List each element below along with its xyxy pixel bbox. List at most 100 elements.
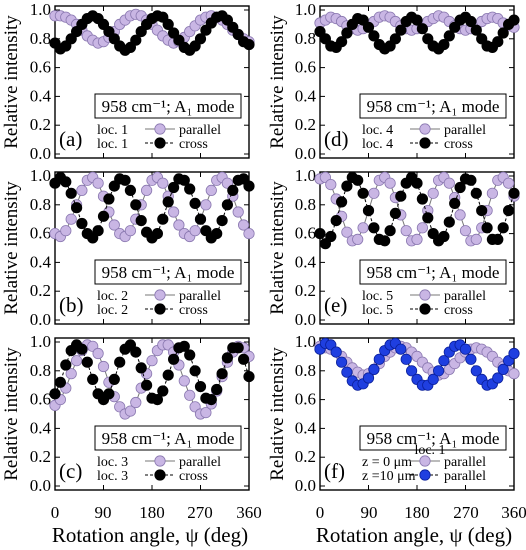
data-point-parallel xyxy=(341,366,353,378)
legend-series-name: parallel xyxy=(444,469,486,484)
data-point-cross xyxy=(362,21,375,33)
panel-letter: (e) xyxy=(324,293,347,317)
data-point-cross xyxy=(71,202,83,214)
data-point-cross xyxy=(243,180,255,192)
y-tick-label: 0.6 xyxy=(295,390,316,409)
x-tick-360: 360 xyxy=(236,503,262,522)
data-point-cross xyxy=(194,33,207,45)
data-point-parallel xyxy=(357,222,369,234)
data-point-cross xyxy=(422,212,434,224)
data-point-cross xyxy=(443,30,455,42)
data-point-cross xyxy=(438,230,450,243)
y-tick-label: 0.4 xyxy=(295,86,317,105)
data-point-cross xyxy=(103,193,115,205)
data-point-parallel xyxy=(335,356,348,368)
legend-series-name: parallel xyxy=(179,289,221,304)
data-point-parallel xyxy=(205,184,217,196)
data-point-cross xyxy=(497,222,509,234)
data-point-parallel xyxy=(243,228,255,240)
y-tick-label: 1.0 xyxy=(30,166,51,185)
data-point-parallel xyxy=(502,177,515,189)
data-point-parallel xyxy=(189,225,201,237)
data-point-cross xyxy=(411,14,423,26)
legend-loc: loc. 5 xyxy=(362,289,393,304)
data-point-parallel xyxy=(384,177,396,189)
data-point-cross xyxy=(416,23,428,35)
data-point-parallel xyxy=(373,353,385,365)
data-point-parallel xyxy=(459,343,472,355)
data-point-parallel xyxy=(341,226,353,238)
data-point-parallel xyxy=(157,177,169,189)
data-point-parallel xyxy=(443,177,455,189)
data-point-parallel xyxy=(508,347,520,360)
data-point-parallel xyxy=(178,375,190,387)
data-point-cross xyxy=(60,176,72,188)
data-point-parallel xyxy=(405,365,418,377)
mode-label-box xyxy=(94,425,242,451)
data-point-cross xyxy=(184,183,196,195)
x-tick-270: 270 xyxy=(187,503,213,522)
x-axis-label-right: Rotation angle, ψ (deg) xyxy=(316,523,512,547)
panel-a: 0.0 0.2 0.4 0.6 0.8 1.0 Relative intensity 958 … xyxy=(1,0,255,163)
data-point-cross xyxy=(87,373,99,385)
data-point-cross xyxy=(205,393,217,406)
data-point-cross xyxy=(103,388,115,400)
mode-label: 958 cm⁻¹; A₁ mode xyxy=(102,97,235,116)
data-point-cross xyxy=(194,213,207,225)
y-tick-label: 0.6 xyxy=(30,224,51,243)
data-point-cross xyxy=(92,225,104,237)
data-point-cross xyxy=(352,174,364,186)
y-tick-label: 1.0 xyxy=(295,0,316,19)
legend-marker xyxy=(154,469,166,481)
data-point-cross xyxy=(379,235,391,247)
data-point-cross xyxy=(178,340,190,352)
data-point-cross xyxy=(216,368,228,380)
data-point-parallel xyxy=(124,225,136,237)
y-tick-label: 0.2 xyxy=(295,115,316,134)
mode-label-box xyxy=(359,259,507,285)
y-tick-label: 1.0 xyxy=(30,332,51,351)
data-point-parallel xyxy=(427,187,439,199)
legend-series-name: cross xyxy=(444,137,473,152)
y-tick-label: 0.2 xyxy=(295,281,316,300)
right-x-tick-labels: 0 90 180 270 360 xyxy=(316,503,526,522)
data-point-cross xyxy=(481,222,493,234)
data-point-cross xyxy=(162,18,174,31)
data-point-cross xyxy=(314,228,326,240)
legend-series-name: parallel xyxy=(444,455,486,470)
data-point-cross xyxy=(411,177,423,189)
data-point-cross xyxy=(330,215,342,227)
x-tick-270: 270 xyxy=(453,503,479,522)
data-point-parallel xyxy=(459,225,472,237)
data-point-parallel xyxy=(432,365,445,377)
data-point-parallel xyxy=(325,179,337,191)
panel-f: 0.0 0.2 0.4 0.6 0.8 1.0 Relative intensity 958 … xyxy=(267,332,520,495)
data-point-cross xyxy=(60,359,72,371)
data-point-cross xyxy=(157,213,169,225)
data-point-cross xyxy=(211,228,223,240)
data-point-cross xyxy=(168,181,180,194)
y-axis-label: Relative intensity xyxy=(267,15,288,149)
data-point-parallel xyxy=(352,233,364,245)
data-point-parallel xyxy=(454,209,466,221)
y-tick-label: 0.0 xyxy=(295,476,316,495)
data-point-parallel xyxy=(184,389,196,401)
legend-marker xyxy=(419,137,431,149)
panel-letter: (c) xyxy=(59,459,82,483)
data-point-cross xyxy=(470,187,482,199)
y-tick-label: 0.0 xyxy=(30,476,51,495)
legend-marker xyxy=(419,469,431,481)
data-point-cross xyxy=(168,353,180,365)
y-tick-label: 0.2 xyxy=(30,115,51,134)
x-tick-180: 180 xyxy=(139,503,165,522)
legend-marker xyxy=(154,123,166,135)
data-point-parallel xyxy=(92,347,104,360)
data-point-cross xyxy=(135,215,147,227)
data-point-cross xyxy=(341,180,353,192)
data-point-cross xyxy=(76,343,88,355)
y-tick-label: 0.2 xyxy=(295,447,316,466)
data-point-parallel xyxy=(92,177,104,189)
legend-marker xyxy=(154,289,166,301)
legend-marker xyxy=(154,303,166,315)
data-point-cross xyxy=(151,393,163,406)
